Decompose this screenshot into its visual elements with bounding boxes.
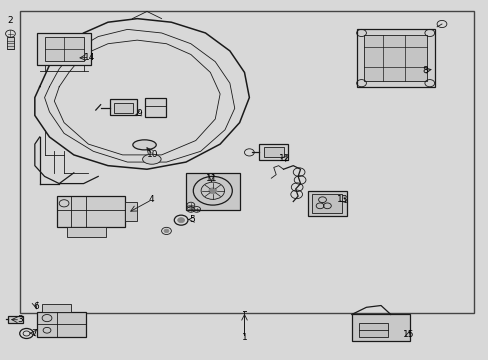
FancyBboxPatch shape bbox=[264, 147, 283, 157]
Text: 14: 14 bbox=[83, 53, 95, 62]
Text: 13: 13 bbox=[337, 195, 348, 204]
Circle shape bbox=[163, 229, 168, 233]
Ellipse shape bbox=[133, 140, 156, 150]
Circle shape bbox=[208, 188, 216, 194]
FancyBboxPatch shape bbox=[125, 202, 137, 221]
Ellipse shape bbox=[142, 154, 161, 164]
FancyBboxPatch shape bbox=[363, 35, 427, 81]
FancyBboxPatch shape bbox=[6, 37, 14, 49]
FancyBboxPatch shape bbox=[259, 144, 288, 160]
FancyBboxPatch shape bbox=[185, 173, 239, 211]
FancyBboxPatch shape bbox=[351, 315, 409, 341]
Text: 12: 12 bbox=[278, 154, 289, 163]
Text: 2: 2 bbox=[8, 16, 13, 25]
Text: 4: 4 bbox=[149, 195, 154, 204]
FancyBboxPatch shape bbox=[114, 103, 133, 113]
Text: 6: 6 bbox=[33, 302, 39, 311]
FancyBboxPatch shape bbox=[311, 194, 341, 213]
FancyBboxPatch shape bbox=[358, 323, 387, 337]
FancyBboxPatch shape bbox=[42, 305, 71, 312]
FancyBboxPatch shape bbox=[37, 33, 91, 65]
FancyBboxPatch shape bbox=[110, 99, 137, 116]
FancyBboxPatch shape bbox=[57, 196, 125, 226]
FancyBboxPatch shape bbox=[66, 226, 105, 237]
FancyBboxPatch shape bbox=[44, 37, 83, 61]
FancyBboxPatch shape bbox=[37, 312, 86, 337]
Text: 8: 8 bbox=[421, 66, 427, 75]
Bar bbox=[20, 12, 473, 313]
Text: 10: 10 bbox=[147, 150, 158, 159]
Circle shape bbox=[177, 218, 184, 223]
Text: 5: 5 bbox=[188, 215, 194, 224]
Text: 9: 9 bbox=[137, 109, 142, 118]
Text: 3: 3 bbox=[17, 315, 23, 324]
FancyBboxPatch shape bbox=[144, 98, 166, 117]
Text: 15: 15 bbox=[402, 330, 413, 339]
Text: 1: 1 bbox=[241, 333, 247, 342]
FancyBboxPatch shape bbox=[8, 316, 22, 323]
Text: 11: 11 bbox=[205, 175, 217, 184]
FancyBboxPatch shape bbox=[307, 191, 346, 216]
FancyBboxPatch shape bbox=[356, 30, 434, 87]
Text: 7: 7 bbox=[31, 329, 37, 338]
